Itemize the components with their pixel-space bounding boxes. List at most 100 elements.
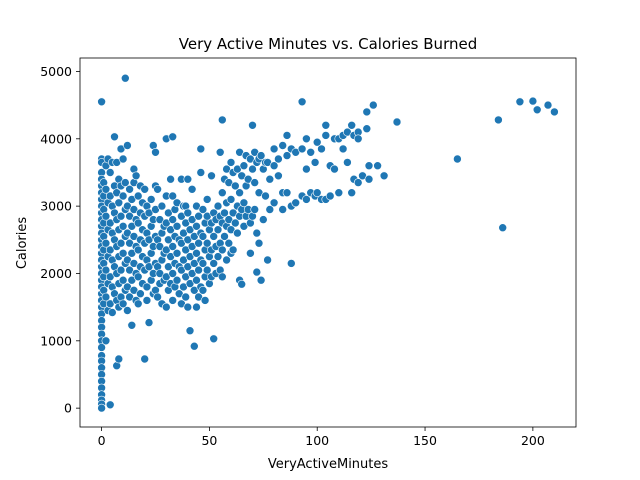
data-point xyxy=(237,279,246,289)
data-point xyxy=(142,296,152,305)
data-point xyxy=(334,188,344,197)
data-point xyxy=(183,302,193,312)
x-axis: 0 50 100 150 200 xyxy=(98,427,545,448)
data-point xyxy=(172,249,182,258)
data-point xyxy=(321,131,331,140)
data-point xyxy=(550,107,559,117)
data-point xyxy=(127,320,137,330)
data-point xyxy=(347,121,357,130)
data-point xyxy=(207,171,216,181)
data-point xyxy=(168,132,177,142)
data-point xyxy=(263,255,272,265)
data-point xyxy=(321,121,331,130)
data-point xyxy=(101,185,111,194)
x-tick-label: 100 xyxy=(305,433,329,448)
data-point xyxy=(190,341,199,351)
data-point xyxy=(392,117,402,127)
data-point xyxy=(226,195,236,204)
data-point xyxy=(226,158,236,167)
data-point xyxy=(515,97,525,107)
data-point xyxy=(101,265,111,275)
data-point xyxy=(198,285,208,295)
plot-frame xyxy=(79,57,577,428)
data-point xyxy=(133,191,143,201)
x-tick-label: 0 xyxy=(98,433,106,448)
data-point xyxy=(118,222,128,231)
data-point xyxy=(362,107,372,117)
data-point xyxy=(256,275,266,285)
data-point xyxy=(172,222,182,231)
data-point xyxy=(282,131,292,140)
data-point xyxy=(123,306,132,315)
data-point xyxy=(108,308,117,317)
data-point xyxy=(153,292,162,302)
data-point xyxy=(168,269,177,278)
data-point xyxy=(183,174,193,184)
data-point xyxy=(101,292,111,302)
data-point xyxy=(494,115,503,125)
data-point xyxy=(200,296,210,305)
data-point xyxy=(347,188,357,197)
data-point xyxy=(198,259,208,268)
data-point xyxy=(220,208,229,218)
data-point xyxy=(114,354,124,364)
data-point xyxy=(194,265,203,275)
data-point xyxy=(256,151,266,160)
data-point xyxy=(183,208,193,218)
data-point xyxy=(192,222,201,231)
data-point xyxy=(224,238,234,248)
data-point xyxy=(181,292,190,302)
data-point xyxy=(97,97,106,107)
data-point xyxy=(185,326,195,336)
data-point xyxy=(116,265,126,275)
data-point xyxy=(297,97,307,107)
data-point xyxy=(291,198,301,208)
data-point xyxy=(235,188,244,197)
data-point xyxy=(218,188,227,197)
data-point xyxy=(136,289,145,299)
data-point xyxy=(198,232,208,241)
data-point xyxy=(265,174,275,184)
data-point xyxy=(121,73,130,83)
data-point xyxy=(269,144,279,154)
x-axis-label: VeryActiveMinutes xyxy=(268,457,389,472)
data-point xyxy=(274,171,283,181)
data-point xyxy=(325,191,335,201)
data-point xyxy=(118,299,128,309)
data-point xyxy=(239,161,249,170)
x-tick-label: 50 xyxy=(201,433,217,448)
data-point xyxy=(528,96,538,106)
data-point xyxy=(153,185,162,194)
data-point xyxy=(146,195,156,204)
chart-title: Very Active Minutes vs. Calories Burned xyxy=(179,35,477,53)
data-point xyxy=(278,141,288,150)
data-point xyxy=(97,403,106,413)
y-tick-label: 4000 xyxy=(40,131,72,146)
data-point xyxy=(286,259,296,268)
y-axis: 0 1000 2000 3000 4000 5000 xyxy=(40,64,80,416)
data-point xyxy=(168,296,177,305)
data-point xyxy=(343,158,352,167)
data-point xyxy=(330,164,339,174)
data-point xyxy=(215,148,225,157)
data-point xyxy=(218,245,227,255)
data-point xyxy=(302,164,311,174)
data-points xyxy=(97,73,559,413)
data-point xyxy=(231,218,240,228)
data-point xyxy=(168,191,177,201)
data-point xyxy=(157,201,167,211)
data-point xyxy=(194,238,203,248)
data-point xyxy=(209,259,218,268)
data-point xyxy=(142,282,152,292)
data-point xyxy=(168,242,177,251)
data-point xyxy=(269,161,279,170)
data-point xyxy=(101,238,111,248)
data-point xyxy=(312,137,322,147)
data-point xyxy=(306,148,316,157)
data-point xyxy=(166,174,175,184)
data-point xyxy=(254,238,264,248)
data-point xyxy=(101,211,111,221)
data-point xyxy=(258,215,268,224)
data-point xyxy=(532,105,542,115)
data-point xyxy=(248,121,257,130)
